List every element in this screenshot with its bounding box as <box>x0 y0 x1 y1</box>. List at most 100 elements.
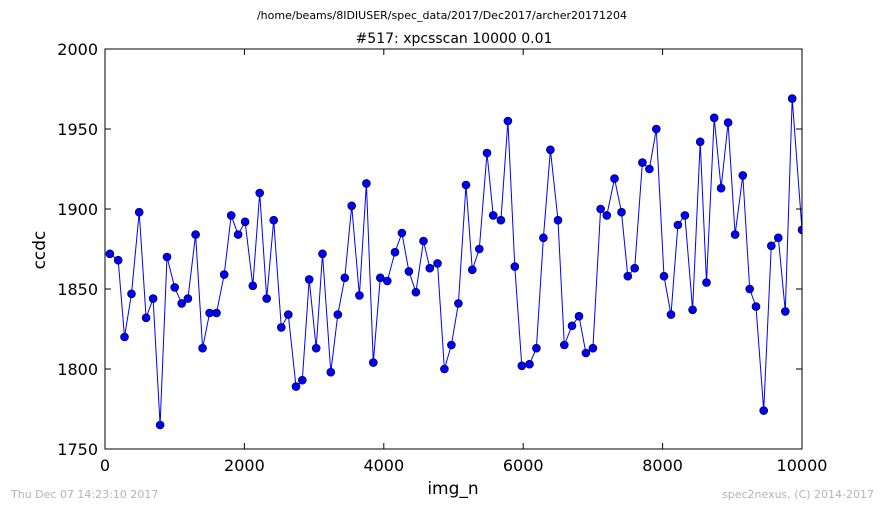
data-point <box>546 145 555 155</box>
data-point <box>233 230 243 239</box>
x-tick-label: 8000 <box>642 456 683 475</box>
data-point <box>610 174 619 183</box>
data-point <box>390 247 400 257</box>
data-point <box>688 305 697 315</box>
x-tick-label: 0 <box>100 456 110 475</box>
data-point <box>766 241 776 251</box>
data-point <box>127 289 136 299</box>
data-point <box>751 302 761 311</box>
y-tick-label: 1850 <box>57 280 98 299</box>
data-point <box>723 118 733 127</box>
data-point <box>255 188 265 198</box>
data-point <box>474 244 484 254</box>
data-point <box>623 271 633 281</box>
data-point <box>695 137 705 147</box>
data-point <box>297 375 307 385</box>
data-point <box>419 236 428 246</box>
data-point <box>447 340 456 350</box>
data-point <box>105 249 115 259</box>
data-point <box>226 211 236 220</box>
data-point <box>738 171 748 180</box>
data-point <box>183 294 193 303</box>
data-point <box>709 113 719 123</box>
data-point <box>170 283 179 292</box>
data-point <box>304 275 314 284</box>
y-tick-label: 1750 <box>57 440 98 459</box>
file-path-title: /home/beams/8IDIUSER/spec_data/2017/Dec2… <box>256 9 628 22</box>
data-point <box>340 273 350 283</box>
data-point <box>219 270 229 279</box>
data-point <box>666 310 676 319</box>
data-point <box>488 211 498 220</box>
y-tick-label: 1900 <box>57 200 98 219</box>
data-point <box>283 310 293 319</box>
data-point <box>368 358 378 367</box>
data-point <box>276 323 286 332</box>
axes-frame <box>104 48 803 450</box>
data-point <box>617 207 626 217</box>
data-point <box>680 211 690 220</box>
data-point <box>630 263 640 273</box>
data-point <box>212 308 221 318</box>
data-point <box>716 183 726 193</box>
data-point <box>240 217 250 227</box>
data-point <box>382 276 392 286</box>
data-point <box>113 255 123 265</box>
data-point <box>525 359 534 369</box>
series-layer <box>105 94 802 430</box>
data-point <box>120 332 129 342</box>
data-point <box>559 340 569 350</box>
data-point <box>440 364 449 374</box>
data-point <box>539 233 548 243</box>
data-point <box>333 310 343 319</box>
data-point <box>347 201 357 211</box>
y-tick-label: 1950 <box>57 120 98 139</box>
data-point <box>162 252 172 262</box>
data-point <box>148 294 158 303</box>
data-point <box>651 124 661 134</box>
data-point <box>745 284 755 294</box>
tick-layer: 0 2000 4000 6000 8000 10000 1750 1800 1850 1900 19… <box>57 40 827 475</box>
data-point <box>411 287 421 297</box>
y-tick-label: 1800 <box>57 360 98 379</box>
x-tick-label: 10000 <box>777 456 828 475</box>
data-point <box>269 215 279 225</box>
data-point <box>248 281 258 291</box>
data-point <box>375 273 385 283</box>
data-point <box>433 259 442 268</box>
data-point <box>482 148 492 158</box>
data-point <box>318 249 327 259</box>
data-point <box>355 291 364 300</box>
data-point <box>141 313 151 323</box>
data-point <box>191 230 200 239</box>
data-point <box>730 230 740 239</box>
data-point <box>638 158 647 167</box>
data-point <box>567 321 577 331</box>
data-point <box>397 228 407 238</box>
x-tick-label: 4000 <box>363 456 404 475</box>
data-point <box>510 262 520 271</box>
data-point <box>326 367 336 377</box>
data-point <box>134 207 144 217</box>
y-axis-label: ccdc <box>30 231 50 270</box>
data-point <box>787 94 797 103</box>
data-point <box>198 343 207 353</box>
data-point <box>645 164 654 174</box>
data-point <box>602 211 612 220</box>
data-point <box>467 265 477 275</box>
footer-timestamp: Thu Dec 07 14:23:10 2017 <box>11 488 159 501</box>
data-point <box>362 179 371 188</box>
data-point <box>581 348 591 358</box>
data-point <box>759 406 769 415</box>
x-tick-label: 2000 <box>224 456 265 475</box>
data-point <box>496 215 506 225</box>
data-point <box>404 267 414 276</box>
data-point <box>311 343 321 353</box>
data-point <box>780 307 790 316</box>
data-point <box>702 278 711 287</box>
data-point <box>291 382 301 391</box>
data-point <box>454 299 463 308</box>
x-axis-label: img_n <box>427 479 478 499</box>
